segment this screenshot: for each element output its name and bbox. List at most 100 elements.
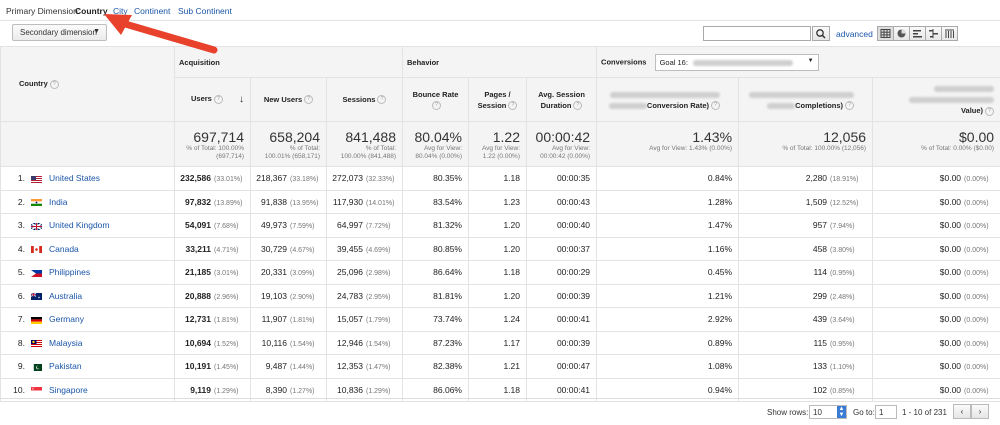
search-icon	[813, 27, 829, 40]
total-subtext: Avg for View:	[469, 145, 520, 153]
completions-percent: (0.95%)	[830, 341, 866, 348]
new-users-cell: 49,973(7.59%)	[251, 214, 327, 238]
sort-descending-icon[interactable]: ↓	[239, 94, 244, 105]
total-cell: 841,488% of Total:100.00% (841,488)	[327, 122, 403, 167]
help-icon: ?	[377, 95, 386, 104]
sessions-value: 25,096	[337, 267, 363, 277]
users-cell: 54,091(7.68%)	[175, 214, 251, 238]
sessions-column-header[interactable]: Sessions?	[327, 78, 403, 122]
goto-page-input[interactable]: 1	[875, 405, 897, 419]
goal-value: $0.00	[940, 291, 961, 301]
performance-view-button[interactable]	[909, 26, 926, 41]
goal-value-percent: (0.00%)	[964, 223, 994, 230]
country-cell: 2.India	[1, 190, 175, 214]
redacted-goal-name	[934, 86, 994, 92]
pages-session-column-header[interactable]: Pages /Session?	[469, 78, 527, 122]
completions-column-header[interactable]: Completions)?	[739, 78, 873, 122]
completions-cell: 439(3.64%)	[739, 308, 873, 332]
new-users-value: 49,973	[261, 220, 287, 230]
country-link[interactable]: India	[49, 197, 67, 207]
gb-flag-icon	[31, 223, 42, 230]
comparison-view-button[interactable]	[925, 26, 942, 41]
chevron-left-icon: ‹	[961, 407, 964, 416]
sessions-value: 10,836	[337, 385, 363, 395]
new-users-header-label: New Users	[264, 95, 302, 104]
row-index: 4.	[1, 244, 31, 254]
chevron-down-icon: ▼	[808, 58, 814, 64]
pages-session-cell: 1.23	[469, 190, 527, 214]
next-page-button[interactable]: ›	[971, 404, 989, 419]
redacted-goal-name	[610, 92, 720, 98]
de-flag-icon	[31, 317, 42, 324]
duration-header-line2: Duration	[541, 101, 572, 110]
new-users-value: 20,331	[261, 267, 287, 277]
country-link[interactable]: United Kingdom	[49, 220, 109, 230]
new-users-cell: 30,729(4.67%)	[251, 237, 327, 261]
goal-value-cell: $0.00(0.00%)	[873, 331, 1000, 355]
country-link[interactable]: Germany	[49, 314, 84, 324]
goal-value: $0.00	[940, 314, 961, 324]
advanced-link[interactable]: advanced	[836, 29, 873, 39]
view-switcher	[878, 26, 958, 41]
previous-page-button[interactable]: ‹	[953, 404, 971, 419]
goal-value-cell: $0.00(0.00%)	[873, 237, 1000, 261]
conversion-rate-header-label: Conversion Rate)	[647, 101, 709, 110]
total-cell: 697,714% of Total: 100.00%(697,714)	[175, 122, 251, 167]
completions-percent: (7.94%)	[830, 223, 866, 230]
conversion-rate-column-header[interactable]: Conversion Rate)?	[597, 78, 739, 122]
help-icon: ?	[214, 95, 223, 104]
bounce-rate-cell: 82.38%	[403, 355, 469, 379]
table-view-button[interactable]	[877, 26, 894, 41]
total-subtext: (697,714)	[175, 153, 244, 161]
help-icon: ?	[304, 95, 313, 104]
country-link[interactable]: Malaysia	[49, 338, 83, 348]
bounce-rate-cell: 81.81%	[403, 284, 469, 308]
chevron-updown-icon: ▲▼	[837, 406, 846, 418]
users-cell: 10,694(1.52%)	[175, 331, 251, 355]
row-index: 1.	[1, 173, 31, 183]
show-rows-select[interactable]: 10 ▲▼	[809, 405, 847, 419]
bounce-rate-column-header[interactable]: Bounce Rate?	[403, 78, 469, 122]
sessions-value: 272,073	[332, 173, 363, 183]
new-users-value: 19,103	[261, 291, 287, 301]
country-link[interactable]: Pakistan	[49, 361, 82, 371]
completions-header-label: Completions)	[795, 101, 843, 110]
total-subtext: Avg for View:	[403, 145, 462, 153]
goal-value-column-header[interactable]: Value)?	[873, 78, 1000, 122]
users-column-header[interactable]: Users? ↓	[175, 78, 251, 122]
duration-cell: 00:00:41	[527, 308, 597, 332]
help-icon: ?	[50, 80, 59, 89]
country-link[interactable]: Australia	[49, 291, 82, 301]
new-users-column-header[interactable]: New Users?	[251, 78, 327, 122]
goal-selector-dropdown[interactable]: Goal 16: ▼	[655, 54, 819, 71]
bounce-rate-header-label: Bounce Rate	[413, 90, 459, 99]
completions-cell: 458(3.80%)	[739, 237, 873, 261]
pie-view-button[interactable]	[893, 26, 910, 41]
pages-session-cell: 1.17	[469, 331, 527, 355]
completions-percent: (2.48%)	[830, 294, 866, 301]
new-users-cell: 91,838(13.95%)	[251, 190, 327, 214]
completions-percent: (0.85%)	[830, 388, 866, 395]
country-link[interactable]: United States	[49, 173, 100, 183]
grid-icon	[878, 27, 893, 40]
country-cell: 9.Pakistan	[1, 355, 175, 379]
chevron-right-icon: ›	[979, 407, 982, 416]
pages-session-cell: 1.18	[469, 261, 527, 285]
pivot-view-button[interactable]	[941, 26, 958, 41]
total-cell: 12,056% of Total: 100.00% (12,056)	[739, 122, 873, 167]
sessions-cell: 64,997(7.72%)	[327, 214, 403, 238]
ca-flag-icon	[31, 246, 42, 253]
my-flag-icon	[31, 340, 42, 347]
country-link[interactable]: Canada	[49, 244, 79, 254]
country-link[interactable]: Singapore	[49, 385, 88, 395]
redacted-goal-name	[909, 97, 994, 103]
sessions-percent: (4.69%)	[366, 247, 396, 254]
country-link[interactable]: Philippines	[49, 267, 90, 277]
search-input[interactable]	[703, 26, 811, 41]
search-button[interactable]	[812, 26, 830, 41]
users-cell: 97,832(13.89%)	[175, 190, 251, 214]
users-percent: (13.89%)	[214, 200, 244, 207]
new-users-value: 8,390	[266, 385, 287, 395]
